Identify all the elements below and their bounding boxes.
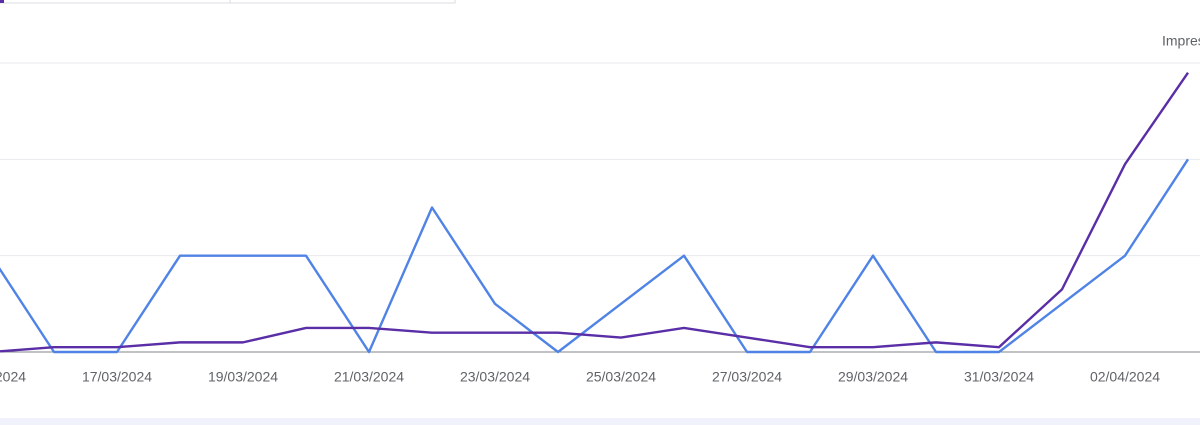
tab-bar[interactable] [0,0,456,4]
x-tick-label: 27/03/2024 [712,369,782,385]
x-tick-label: 02/04/2024 [1090,369,1160,385]
series-line [0,158,1190,354]
x-tick-label: 25/03/2024 [586,369,656,385]
x-tick-label: 31/03/2024 [964,369,1034,385]
tab-indicator [0,0,4,3]
x-tick-label: 17/03/2024 [82,369,152,385]
x-tick-label: 21/03/2024 [334,369,404,385]
footer-band [0,418,1200,425]
x-tick-label: 29/03/2024 [838,369,908,385]
axis-title: Impressions [1162,33,1200,49]
series-line [0,71,1189,353]
x-tick-label: 19/03/2024 [208,369,278,385]
x-tick-label: 15/03/2024 [0,369,26,385]
x-tick-label: 23/03/2024 [460,369,530,385]
